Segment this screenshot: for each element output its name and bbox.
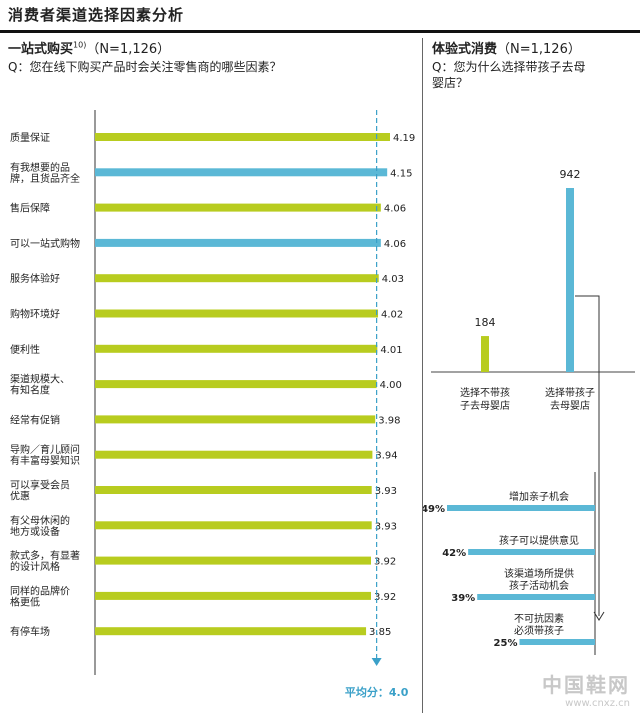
category-label: 质量保证: [10, 131, 50, 144]
left-title-text: 一站式购买: [8, 42, 74, 57]
data-label: 3.93: [375, 521, 397, 532]
left-section-title: 一站式购买10)（N=1,126）: [8, 38, 170, 57]
bar: [95, 521, 372, 530]
category-label: 经常有促销: [10, 413, 60, 426]
data-label: 184: [475, 316, 496, 329]
data-label: 25%: [494, 638, 518, 649]
bar: [95, 309, 379, 318]
data-label: 4.06: [384, 204, 406, 215]
data-label: 3.98: [378, 415, 400, 426]
bar: [447, 505, 595, 511]
bar: [468, 549, 595, 555]
category-label: 有丰富母婴知识: [10, 454, 80, 467]
average-label: 平均分：4.0: [345, 685, 409, 699]
footnote-marker: 10): [73, 40, 87, 50]
category-label: 可以一站式购物: [10, 237, 80, 250]
bar: [95, 450, 373, 459]
category-label: 的设计风格: [10, 560, 60, 573]
category-label: 子去母婴店: [460, 399, 510, 412]
category-label: 渠道规模大、: [10, 373, 70, 386]
data-label: 3.92: [374, 592, 396, 603]
right-title-text: 体验式消费: [432, 42, 498, 57]
category-label: 格更低: [10, 595, 40, 608]
category-label: 有知名度: [10, 384, 50, 397]
title-rule: [0, 30, 640, 33]
connector-arrow-icon: [593, 611, 605, 621]
category-label: 有我想要的品: [10, 161, 70, 174]
bar: [481, 336, 489, 372]
average-arrow-icon: [371, 658, 382, 666]
bar: [95, 133, 390, 141]
data-label: 4.19: [393, 133, 415, 144]
category-label: 导购／育儿顾问: [10, 443, 80, 456]
data-label: 4.01: [380, 345, 402, 356]
watermark-name: 中国鞋网: [542, 673, 630, 697]
data-label: 3.94: [375, 451, 397, 462]
category-label: 选择不带孩: [460, 386, 510, 399]
category-label: 便利性: [10, 343, 40, 356]
data-label: 4.03: [382, 274, 404, 285]
right-question-line-1: Q：您为什么选择带孩子去母: [432, 60, 586, 74]
data-label: 3.93: [375, 486, 397, 497]
category-label: 该渠道场所提供: [504, 567, 574, 580]
category-label: 款式多，有显著: [10, 549, 80, 562]
category-label: 增加亲子机会: [509, 490, 569, 503]
category-label: 去母婴店: [550, 399, 590, 412]
category-label: 不可抗因素: [514, 612, 564, 625]
watermark-url: www.cnxz.cn: [565, 698, 630, 709]
bar: [95, 274, 379, 283]
bar: [95, 486, 372, 494]
category-label: 售后保障: [10, 202, 50, 215]
right-sample-size: （N=1,126）: [497, 42, 581, 57]
bar: [95, 627, 367, 636]
watermark: 中国鞋网 www.cnxz.cn: [542, 669, 630, 709]
bar: [95, 591, 371, 600]
data-label: 49%: [423, 504, 445, 515]
category-label: 牌，且货品齐全: [10, 172, 80, 185]
data-label: 39%: [451, 593, 475, 604]
category-label: 同样的品牌价: [10, 584, 70, 597]
category-label: 必须带孩子: [514, 624, 564, 637]
bar: [95, 556, 371, 565]
data-label: 942: [560, 168, 581, 181]
category-label: 选择带孩子: [545, 386, 595, 399]
connector-line: [575, 295, 600, 616]
left-question: Q：您在线下购买产品时会关注零售商的哪些因素？: [8, 60, 282, 74]
category-label: 购物环境好: [10, 308, 60, 321]
data-label: 3.85: [369, 627, 391, 638]
category-label: 地方或设备: [10, 525, 60, 538]
page-title: 消费者渠道选择因素分析: [8, 6, 185, 24]
right-section-title: 体验式消费（N=1,126）: [432, 38, 581, 57]
bar: [95, 238, 381, 247]
category-label: 服务体验好: [10, 272, 60, 285]
bar: [566, 188, 574, 372]
category-label: 优惠: [10, 490, 30, 503]
category-label: 可以享受会员: [10, 479, 70, 492]
category-label: 有父母休闲的: [10, 514, 70, 527]
bar: [477, 594, 595, 600]
bar: [519, 639, 595, 645]
data-label: 3.92: [374, 557, 396, 568]
data-label: 4.02: [381, 310, 403, 321]
data-label: 4.06: [384, 239, 406, 250]
category-label: 有停车场: [10, 625, 50, 638]
bar: [95, 344, 378, 353]
right-question-line-2: 婴店？: [432, 76, 469, 90]
left-sample-size: （N=1,126）: [86, 42, 171, 57]
bar: [95, 415, 376, 424]
bar: [95, 380, 377, 389]
category-label: 孩子可以提供意见: [499, 534, 579, 547]
bar: [95, 168, 388, 177]
data-label: 4.15: [390, 168, 412, 179]
category-label: 孩子活动机会: [509, 579, 569, 592]
bar: [95, 203, 381, 212]
data-label: 42%: [442, 548, 466, 559]
data-label: 4.00: [380, 380, 402, 391]
section-divider: [422, 38, 423, 713]
